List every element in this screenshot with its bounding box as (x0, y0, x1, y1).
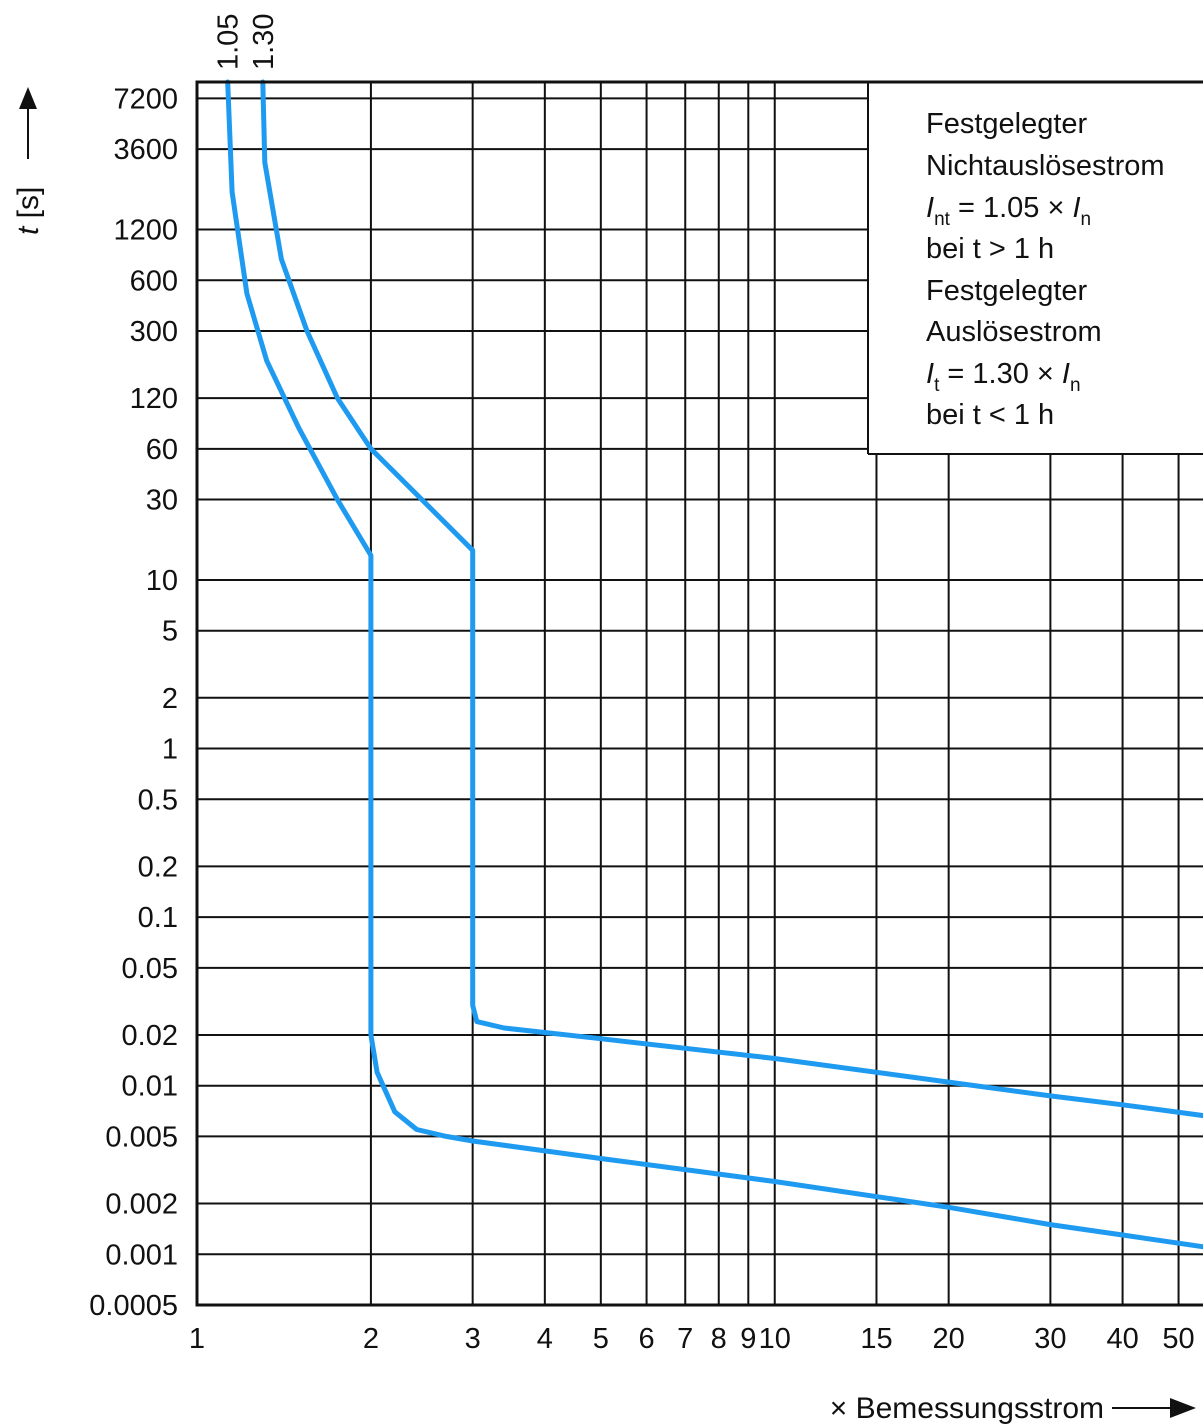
legend-formula-1-rest: = 1.05 × (950, 192, 1073, 224)
legend-formula-2-subscript-2: n (1070, 375, 1081, 396)
x-tick-label: 15 (860, 1323, 892, 1355)
y-tick-label: 0.001 (105, 1239, 178, 1271)
legend-line-8: bei t < 1 h (926, 399, 1054, 431)
x-tick-label: 7 (677, 1323, 693, 1355)
y-axis-arrow-icon (19, 87, 37, 109)
x-tick-label: 3 (465, 1323, 481, 1355)
x-tick-label: 40 (1106, 1323, 1138, 1355)
x-tick-label: 20 (933, 1323, 965, 1355)
y-tick-label: 600 (130, 265, 178, 297)
y-tick-label: 2 (162, 683, 178, 715)
y-tick-label: 120 (130, 383, 178, 415)
legend-formula-1: Int = 1.05 × In (926, 192, 1091, 230)
legend-formula-2-rest: = 1.30 × (939, 358, 1062, 390)
y-tick-label: 3600 (113, 134, 178, 166)
top-marker-labels: 1.05 1.30 (213, 14, 280, 70)
trip-curve-1 (225, 79, 1203, 1250)
x-axis-label: × Bemessungsstrom (830, 1392, 1196, 1425)
y-tick-label: 0.2 (138, 851, 178, 883)
legend-line-6: Auslösestrom (926, 316, 1102, 348)
y-tick-label: 5 (162, 616, 178, 648)
x-tick-label: 5 (593, 1323, 609, 1355)
y-tick-labels: 7200 3600 1200 600 300 120 60 30 10 5 2 1 0.5 0.2 0.1 0… (89, 83, 178, 1322)
y-tick-label: 300 (130, 316, 178, 348)
legend-formula-1-symbol-2: I (1072, 192, 1080, 224)
legend-formula-1-subscript-2: n (1081, 209, 1092, 230)
y-tick-label: 0.5 (138, 784, 178, 816)
x-tick-label: 1 (189, 1323, 205, 1355)
legend-formula-2-subscript: t (934, 375, 940, 396)
y-tick-label: 0.01 (122, 1071, 178, 1103)
x-tick-label: 10 (759, 1323, 791, 1355)
y-tick-label: 60 (146, 434, 178, 466)
y-tick-label: 30 (146, 485, 178, 517)
x-tick-label: 9 (740, 1323, 756, 1355)
y-tick-label: 0.002 (105, 1189, 178, 1221)
x-tick-label: 6 (638, 1323, 654, 1355)
legend-formula-1-symbol: I (926, 192, 934, 224)
x-tick-label: 8 (711, 1323, 727, 1355)
legend-line-4: bei t > 1 h (926, 233, 1054, 265)
x-tick-label: 4 (537, 1323, 553, 1355)
top-marker-label: 1.05 (213, 14, 245, 70)
y-axis-label-text: t [s] (12, 187, 45, 235)
legend-formula-1-subscript: nt (934, 209, 951, 230)
legend-formula-2-symbol: I (926, 358, 934, 390)
x-tick-label: 50 (1162, 1323, 1194, 1355)
y-tick-label: 0.005 (105, 1121, 178, 1153)
legend-formula-2: It = 1.30 × In (926, 358, 1081, 396)
legend-annotation: Festgelegter Nichtauslösestrom Int = 1.0… (926, 108, 1165, 431)
legend-box (868, 82, 1203, 454)
y-tick-label: 0.0005 (89, 1290, 178, 1322)
legend-formula-2-symbol-2: I (1062, 358, 1070, 390)
y-tick-label: 0.02 (122, 1020, 178, 1052)
y-axis-label-unit: [s] (12, 187, 45, 227)
x-axis-arrow-icon (1170, 1398, 1196, 1418)
x-axis-label-text: × Bemessungsstrom (830, 1392, 1104, 1425)
trip-curve-2 (260, 79, 1203, 1119)
x-tick-labels: 1 2 3 4 5 6 7 8 9 10 15 20 30 40 50 (189, 1323, 1195, 1355)
x-tick-label: 2 (363, 1323, 379, 1355)
trip-curves (225, 79, 1203, 1250)
legend-line-2: Nichtauslösestrom (926, 150, 1165, 182)
y-tick-label: 1200 (113, 215, 178, 247)
top-marker-label: 1.30 (248, 14, 280, 70)
legend-line-1: Festgelegter (926, 108, 1088, 140)
plot-frame (195, 80, 1203, 1307)
x-tick-label: 30 (1034, 1323, 1066, 1355)
y-tick-label: 1 (162, 734, 178, 766)
y-tick-label: 0.1 (138, 902, 178, 934)
legend-line-5: Festgelegter (926, 275, 1088, 307)
y-tick-label: 10 (146, 565, 178, 597)
y-axis-label: t [s] (12, 87, 45, 235)
y-tick-label: 0.05 (122, 953, 178, 985)
y-axis-label-var: t (12, 225, 45, 235)
y-tick-label: 7200 (113, 83, 178, 115)
